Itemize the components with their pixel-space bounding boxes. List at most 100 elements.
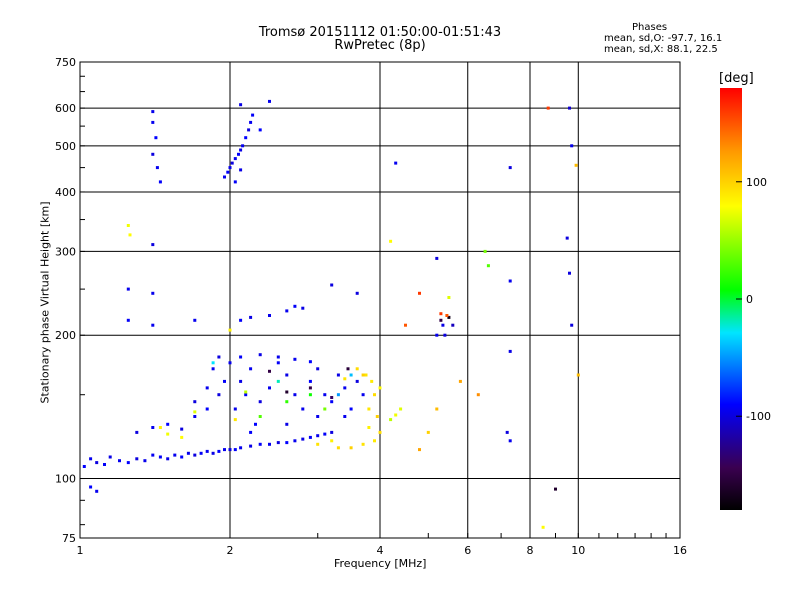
data-point (223, 448, 226, 452)
data-point (435, 333, 439, 337)
colorbar-label: [deg] (719, 71, 754, 86)
data-point (239, 148, 243, 152)
data-point (239, 103, 243, 107)
data-point (316, 415, 320, 418)
colorbar-tick-label: -100 (746, 410, 771, 423)
data-point (343, 415, 347, 418)
data-point (308, 360, 312, 364)
colorbar-tick-label: 100 (746, 176, 767, 189)
data-point (247, 128, 251, 132)
data-point (228, 448, 232, 452)
data-point (151, 291, 155, 295)
data-point (441, 323, 445, 327)
data-point (135, 457, 139, 461)
data-point (205, 449, 209, 453)
data-point (508, 439, 512, 443)
x-tick-label: 10 (571, 544, 585, 557)
data-point (233, 448, 237, 452)
data-point (233, 180, 237, 184)
x-tick-label: 2 (227, 544, 234, 557)
axis-ticks: 1 2 4 6 8 10 16 75 100 200 300 400 500 600 750 (55, 56, 687, 557)
data-point (343, 386, 347, 390)
data-point (336, 393, 340, 397)
data-point (223, 175, 226, 179)
data-point (443, 333, 447, 337)
data-point (205, 407, 209, 411)
data-point (108, 455, 112, 459)
data-point (193, 453, 197, 457)
data-point (508, 279, 512, 283)
data-point (173, 453, 177, 457)
data-point (244, 136, 248, 140)
data-point (476, 393, 480, 397)
data-point (355, 291, 359, 295)
data-point (258, 400, 262, 404)
data-point (249, 367, 253, 371)
data-point (249, 120, 253, 124)
colorbar-ticks: 100 0 -100 (736, 176, 771, 423)
data-point (389, 418, 393, 422)
data-point (126, 461, 130, 465)
plot-frame (79, 61, 681, 539)
data-point (233, 407, 237, 411)
data-point (418, 291, 421, 295)
data-point (228, 166, 232, 170)
data-point (241, 144, 245, 148)
data-point (349, 446, 353, 450)
data-point (276, 355, 280, 359)
data-point (435, 407, 439, 411)
data-point (574, 163, 578, 167)
data-point (293, 393, 297, 397)
data-point (126, 287, 130, 291)
data-point (285, 309, 289, 313)
data-point (249, 315, 253, 319)
data-point (330, 430, 334, 434)
data-point (293, 439, 297, 443)
y-tick-label: 200 (55, 329, 76, 342)
data-point (268, 314, 271, 317)
x-tick-label: 6 (464, 544, 471, 557)
data-point (158, 426, 162, 429)
data-point (378, 386, 382, 390)
data-point (308, 379, 312, 383)
data-point (82, 465, 86, 468)
x-tick-label: 1 (77, 544, 84, 557)
data-point (118, 459, 121, 463)
data-point (180, 427, 184, 431)
data-point (554, 487, 557, 491)
x-tick-label: 4 (377, 544, 384, 557)
data-point (285, 400, 289, 404)
data-point (155, 166, 159, 170)
y-tick-label: 600 (55, 102, 76, 115)
data-point (301, 306, 305, 310)
data-point (166, 422, 170, 426)
data-point (568, 106, 571, 110)
data-point (166, 457, 170, 461)
data-point (323, 393, 327, 397)
data-point (285, 373, 289, 377)
data-point (244, 393, 248, 397)
data-point (239, 355, 243, 359)
data-point (89, 485, 93, 489)
x-axis-label: Frequency [MHz] (334, 557, 427, 570)
data-point (426, 430, 430, 434)
data-point (89, 457, 93, 461)
data-point (301, 437, 305, 441)
data-point (249, 430, 253, 434)
data-point (483, 249, 487, 253)
data-point (285, 422, 289, 426)
colorbar-tick-label: 0 (746, 293, 753, 306)
data-point (258, 128, 262, 132)
data-point (151, 110, 155, 114)
data-point (349, 373, 353, 377)
data-point (568, 271, 571, 275)
data-point (458, 379, 462, 383)
data-point (330, 439, 334, 443)
data-point (276, 379, 280, 383)
y-tick-label: 100 (55, 473, 76, 486)
data-point (276, 441, 280, 445)
data-point (565, 236, 569, 240)
data-point (223, 379, 226, 383)
data-point (268, 369, 271, 373)
data-point (233, 157, 237, 161)
